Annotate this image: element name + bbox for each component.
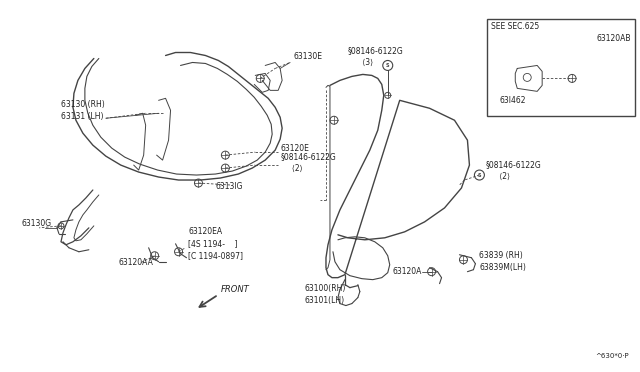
- Text: 63130 (RH)
63131 (LH): 63130 (RH) 63131 (LH): [61, 100, 105, 121]
- Text: S: S: [477, 173, 481, 177]
- Text: 63120A: 63120A: [393, 267, 422, 276]
- Text: SEE SEC.625: SEE SEC.625: [492, 22, 540, 31]
- Text: ^630*0·P: ^630*0·P: [595, 353, 629, 359]
- Text: 63120EA
[4S 1194-    ]
[C 1194-0897]: 63120EA [4S 1194- ] [C 1194-0897]: [189, 228, 243, 260]
- Text: 63130G: 63130G: [21, 219, 51, 228]
- Text: 63120E: 63120E: [280, 144, 309, 153]
- Text: §08146-6122G
     ⟨2⟩: §08146-6122G ⟨2⟩: [280, 152, 336, 173]
- Text: 63100(RH)
63101(LH): 63100(RH) 63101(LH): [304, 284, 346, 305]
- Text: S: S: [386, 63, 390, 68]
- Text: §08146-6122G
      ⟨2⟩: §08146-6122G ⟨2⟩: [485, 160, 541, 180]
- Text: 63l462: 63l462: [499, 96, 526, 105]
- Text: 63130E: 63130E: [293, 52, 322, 61]
- Text: 63120AA: 63120AA: [119, 258, 154, 267]
- Text: 63120AB: 63120AB: [596, 34, 631, 43]
- Text: 63839 (RH)
63839M(LH): 63839 (RH) 63839M(LH): [479, 251, 526, 272]
- Bar: [488, 19, 635, 116]
- Text: §08146-6122G
      ⟨3⟩: §08146-6122G ⟨3⟩: [348, 46, 404, 67]
- Text: FRONT: FRONT: [220, 285, 249, 294]
- Text: 6313lG: 6313lG: [216, 183, 243, 192]
